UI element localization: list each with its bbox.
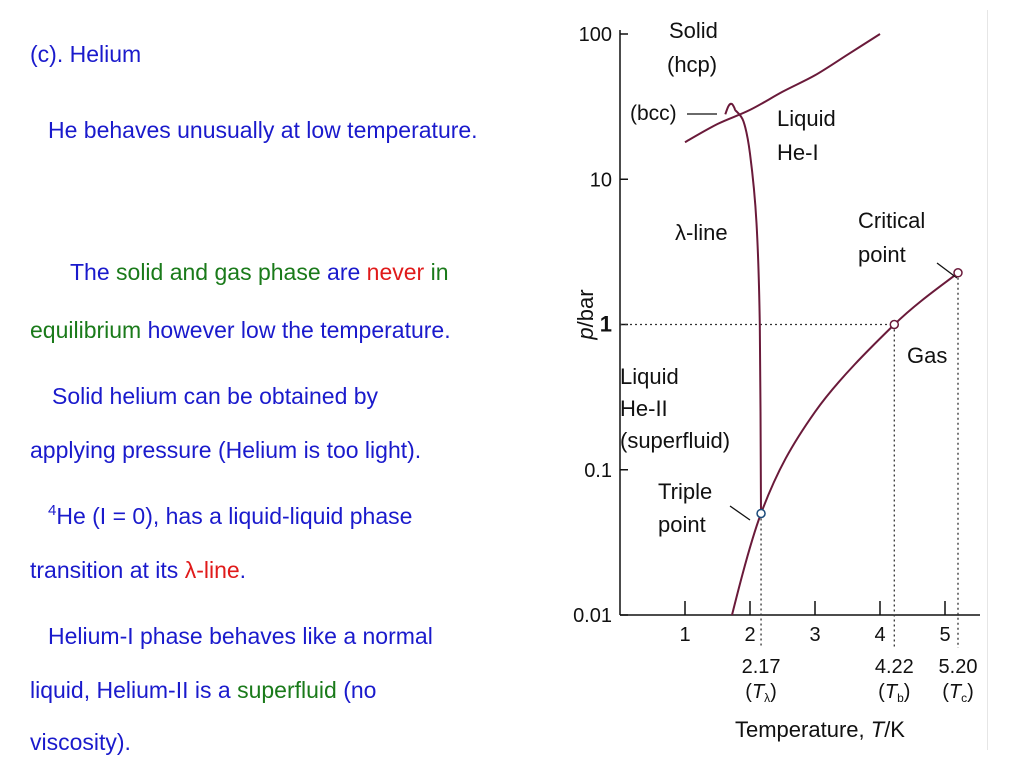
para-4-line2: transition at its λ-line. [30, 557, 247, 583]
label-liquid-he1-name: He-I [777, 140, 819, 165]
para-5-line1: Helium-I phase behaves like a normal [48, 623, 433, 649]
x-tick-label: 1 [679, 624, 690, 646]
guide-lines [620, 272, 959, 648]
special-temp-value: 2.17 [742, 656, 781, 678]
label-critical: Critical [858, 208, 925, 233]
lambda-line-curve [734, 109, 762, 514]
special-temp-symbol: (Tb) [878, 681, 910, 705]
label-triple-point: point [658, 512, 706, 537]
x-tick-label: 3 [809, 624, 820, 646]
special-points [756, 268, 963, 519]
special-temp-value: 5.20 [939, 656, 978, 678]
para-3-line2: applying pressure (Helium is too light). [30, 437, 422, 463]
para-2-line1: The solid and gas phase are never in [70, 259, 449, 285]
para-5-line3: viscosity). [30, 729, 131, 755]
melting-curve [684, 33, 881, 144]
label-triple: Triple [658, 479, 712, 504]
phase-curves [684, 33, 959, 615]
y-axis-title: p/bar [573, 289, 598, 340]
chart-axes: 100 10 1 0.1 0.01 1 2 3 4 5 p/bar Temperature, T/K 2… [573, 24, 980, 742]
y-tick-label: 10 [590, 169, 612, 191]
label-superfluid: (superfluid) [620, 428, 730, 453]
critical-pointer [936, 262, 958, 279]
para-3-line1: Solid helium can be obtained by [52, 383, 379, 409]
triple-point-marker [756, 508, 766, 519]
label-liquid-he2: Liquid [620, 364, 679, 389]
helium-phase-diagram: 100 10 1 0.1 0.01 1 2 3 4 5 p/bar Temperature, T/K 2… [573, 18, 980, 742]
vaporization-curve [730, 272, 959, 615]
label-solid-hcp: (hcp) [667, 52, 717, 77]
special-temp-symbol: (Tc) [942, 681, 974, 705]
para-2-line2: equilibrium however low the temperature. [30, 317, 451, 343]
label-liquid-he2-name: He-II [620, 396, 668, 421]
label-solid: Solid [669, 18, 718, 43]
x-tick-label: 4 [874, 624, 885, 646]
special-temp-value: 4.22 [875, 656, 914, 678]
y-tick-label: 100 [579, 24, 612, 46]
label-lambda-line: λ-line [675, 220, 728, 245]
x-tick-label: 5 [939, 624, 950, 646]
special-temp-symbol: (Tλ) [745, 681, 777, 705]
x-axis-title: Temperature, T/K [735, 717, 905, 742]
boiling-point-marker [889, 319, 900, 330]
region-labels: Solid (hcp) (bcc) Liquid He-I λ-line Critical p… [620, 18, 958, 537]
x-tick-label: 2 [744, 624, 755, 646]
label-liquid-he1: Liquid [777, 106, 836, 131]
triple-pointer [729, 505, 751, 521]
y-tick-label: 0.01 [573, 605, 612, 627]
para-1: He behaves unusually at low temperature. [48, 117, 478, 143]
bcc-loop-curve [724, 102, 736, 115]
y-tick-label: 0.1 [584, 460, 612, 482]
critical-point-marker [953, 268, 963, 278]
y-tick-label: 1 [600, 312, 612, 337]
label-bcc: (bcc) [630, 102, 677, 125]
para-4-line1: 4He (I = 0), has a liquid-liquid phase [48, 502, 413, 529]
slide-divider [987, 10, 988, 750]
label-critical-point: point [858, 242, 906, 267]
label-gas: Gas [907, 343, 947, 368]
slide-heading: (c). Helium [30, 41, 142, 67]
para-5-line2: liquid, Helium-II is a superfluid (no [30, 677, 377, 703]
